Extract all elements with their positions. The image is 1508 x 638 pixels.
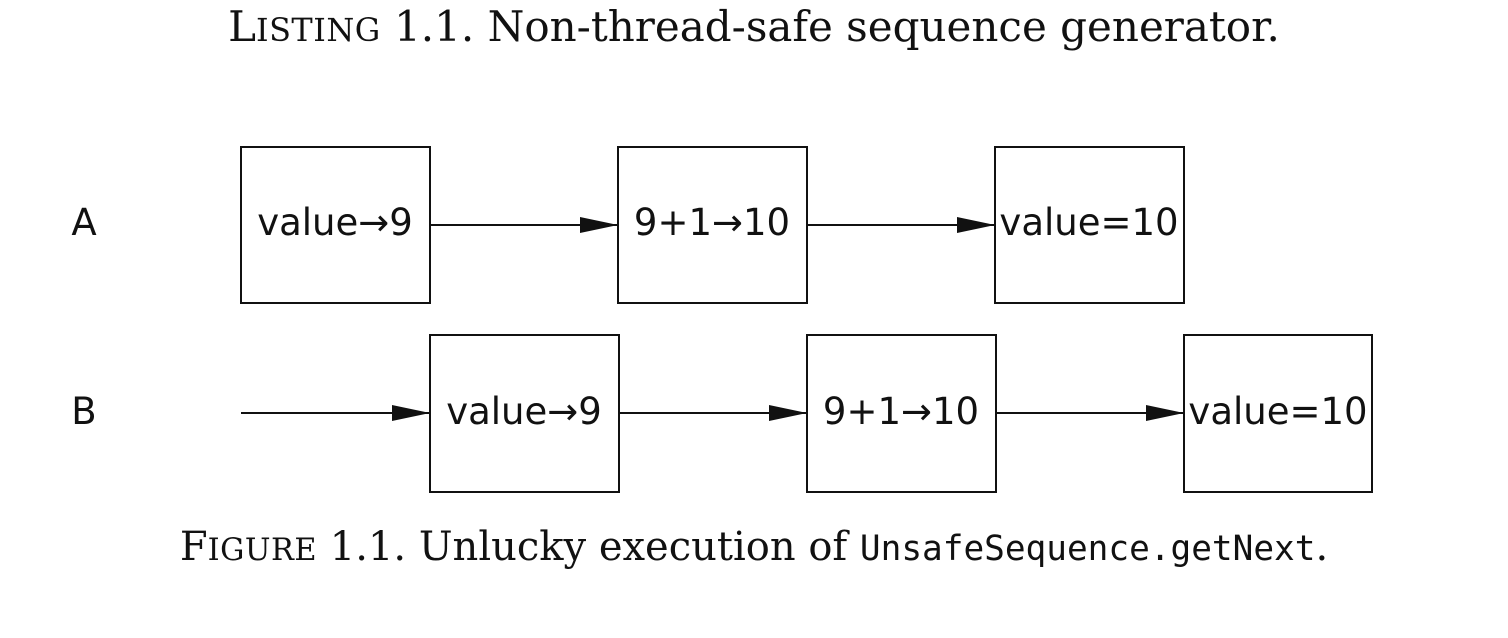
figure-label-rest: IGURE	[207, 533, 318, 568]
thread-b-label: B	[71, 390, 96, 433]
listing-caption-text: Non-thread-safe sequence generator.	[474, 2, 1280, 51]
figure-caption-text: Unlucky execution of	[406, 524, 860, 570]
figure-caption: FIGURE 1.1. Unlucky execution of UnsafeS…	[0, 524, 1508, 570]
thread-a-step-3-label: value=10	[999, 201, 1178, 244]
thread-a-step-1-box	[240, 146, 431, 304]
thread-a-step-1-label: value→9	[257, 201, 413, 244]
thread-b-step-3-label: value=10	[1188, 390, 1367, 433]
thread-a-step-2-label: 9+1→10	[634, 201, 790, 244]
thread-a-step-2-box	[617, 146, 808, 304]
listing-caption: LISTING 1.1. Non-thread-safe sequence ge…	[0, 2, 1508, 51]
figure-label-initial: F	[179, 524, 208, 570]
thread-b-step-2-box	[806, 334, 997, 493]
figure-caption-code: UnsafeSequence.getNext	[859, 529, 1316, 569]
thread-b-step-1-box	[429, 334, 620, 493]
figure-number: 1.1.	[317, 524, 407, 570]
figure-caption-end: .	[1315, 524, 1329, 570]
thread-b-step-2-label: 9+1→10	[823, 390, 979, 433]
thread-a-step-3-box	[994, 146, 1185, 304]
thread-b-step-1-label: value→9	[446, 390, 602, 433]
listing-label-initial: L	[228, 2, 256, 51]
listing-number: 1.1.	[380, 2, 475, 51]
thread-a-label: A	[71, 201, 96, 244]
listing-label-rest: ISTING	[255, 11, 381, 49]
thread-b-step-3-box	[1183, 334, 1373, 493]
